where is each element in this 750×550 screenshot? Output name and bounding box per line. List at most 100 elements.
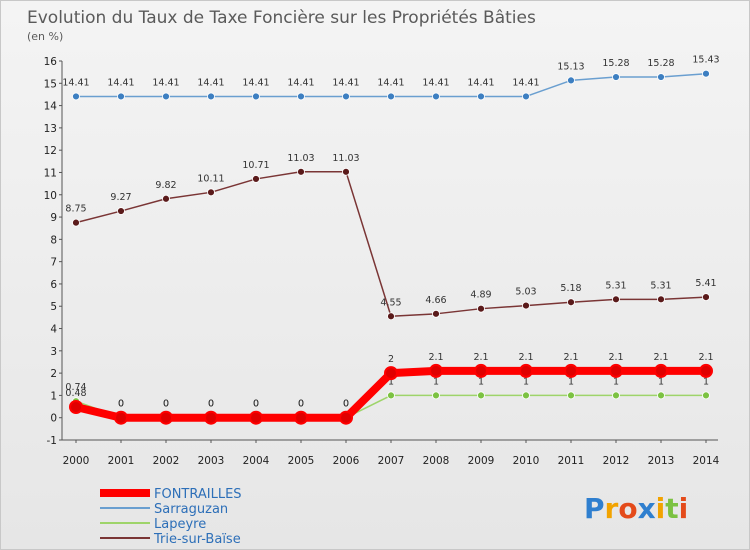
data-label: 14.41 <box>467 77 494 88</box>
data-point <box>519 363 533 378</box>
y-tick-label: 4 <box>50 324 57 336</box>
data-label: 8.75 <box>65 204 86 215</box>
data-point <box>342 92 350 101</box>
series-line <box>75 171 707 318</box>
data-label: 0 <box>118 399 124 410</box>
data-label: 15.28 <box>602 58 629 69</box>
data-point <box>339 410 353 425</box>
data-point <box>567 76 575 85</box>
data-point <box>477 304 485 313</box>
x-tick-label: 2013 <box>648 455 675 467</box>
legend-label: FONTRAILLES <box>154 487 242 502</box>
chart-title: Evolution du Taux de Taxe Foncière sur l… <box>27 8 536 28</box>
data-point <box>477 92 485 101</box>
data-label: 11.03 <box>287 153 314 164</box>
data-point <box>609 363 623 378</box>
series-fontrailles: 0.48 0 0 0 0 0 0 2 2.1 2.1 2.1 2.1 2.1 2.1 2.1 <box>65 352 714 425</box>
data-label: 1 <box>703 376 709 387</box>
y-tick-label: 3 <box>50 346 57 358</box>
y-tick-label: 11 <box>44 167 57 179</box>
data-point <box>69 400 83 415</box>
data-label: 0 <box>163 399 169 410</box>
data-label: 1 <box>613 376 619 387</box>
data-label: 2.1 <box>473 352 488 363</box>
data-point <box>297 167 305 176</box>
data-point <box>117 92 125 101</box>
data-label: 2.1 <box>563 352 578 363</box>
y-tick-label: 16 <box>44 56 58 68</box>
data-label: 14.41 <box>152 77 179 88</box>
legend-label: Lapeyre <box>154 517 206 532</box>
data-point <box>657 391 665 400</box>
data-label: 2.1 <box>608 352 623 363</box>
y-tick-label: 7 <box>50 257 57 269</box>
data-label: 0 <box>208 399 214 410</box>
data-label: 0 <box>343 399 349 410</box>
data-label: 14.41 <box>422 77 449 88</box>
data-point <box>522 301 530 310</box>
data-label: 15.43 <box>692 55 719 66</box>
series-trie-sur-ba-se: 8.75 9.27 9.82 10.11 10.71 11.03 11.03 4.55 4.66… <box>65 153 717 321</box>
data-point <box>657 73 665 81</box>
x-tick-label: 2000 <box>63 455 90 467</box>
data-point <box>384 366 398 381</box>
x-tick-label: 2001 <box>108 455 135 467</box>
proxiti-logo: Proxiti <box>584 492 688 525</box>
data-label: 2.1 <box>518 352 533 363</box>
x-tick-label: 2010 <box>513 455 540 467</box>
legend: FONTRAILLESSarraguzanLapeyreTrie-sur-Baï… <box>100 487 242 547</box>
data-label: 1 <box>433 376 439 387</box>
x-tick-label: 2005 <box>288 455 315 467</box>
data-label: 14.41 <box>332 77 359 88</box>
x-tick-label: 2008 <box>423 455 450 467</box>
data-label: 2 <box>388 354 394 365</box>
data-point <box>159 410 173 425</box>
data-point <box>294 410 308 425</box>
data-point <box>612 73 620 81</box>
data-point <box>477 391 485 400</box>
x-tick-label: 2011 <box>558 455 585 467</box>
data-label: 0 <box>118 399 124 410</box>
y-tick-label: 13 <box>44 123 57 135</box>
x-tick-label: 2006 <box>333 455 360 467</box>
data-label: 2.1 <box>698 352 713 363</box>
data-point <box>522 92 530 101</box>
data-label: 10.11 <box>197 173 224 184</box>
x-tick-label: 2012 <box>603 455 630 467</box>
data-point <box>657 295 665 304</box>
data-label: 14.41 <box>377 77 404 88</box>
chart-subtitle: (en %) <box>27 30 63 43</box>
data-point <box>654 363 668 378</box>
data-point <box>612 295 620 304</box>
data-point <box>207 92 215 101</box>
data-label: 14.41 <box>242 77 269 88</box>
data-label: 15.28 <box>647 58 674 69</box>
data-point <box>249 410 263 425</box>
data-label: 4.55 <box>380 297 401 308</box>
data-label: 15.13 <box>557 61 584 72</box>
data-label: 4.89 <box>470 290 491 301</box>
data-label: 2.1 <box>428 352 443 363</box>
data-point <box>522 391 530 400</box>
y-tick-label: -1 <box>47 435 57 447</box>
data-label: 1 <box>568 376 574 387</box>
x-tick-label: 2014 <box>693 455 720 467</box>
data-point <box>699 363 713 378</box>
data-label: 10.71 <box>242 160 269 171</box>
data-point <box>342 167 350 176</box>
data-point <box>432 92 440 101</box>
y-tick-label: 9 <box>50 212 57 224</box>
data-point <box>297 92 305 101</box>
data-point <box>207 188 215 197</box>
data-label: 0 <box>253 399 259 410</box>
data-label: 0 <box>163 399 169 410</box>
y-tick-label: 6 <box>50 279 57 291</box>
data-point <box>702 69 710 78</box>
data-label: 0 <box>298 399 304 410</box>
y-tick-label: 2 <box>50 368 57 380</box>
data-label: 4.66 <box>425 295 446 306</box>
data-point <box>387 312 395 321</box>
x-tick-label: 2002 <box>153 455 180 467</box>
